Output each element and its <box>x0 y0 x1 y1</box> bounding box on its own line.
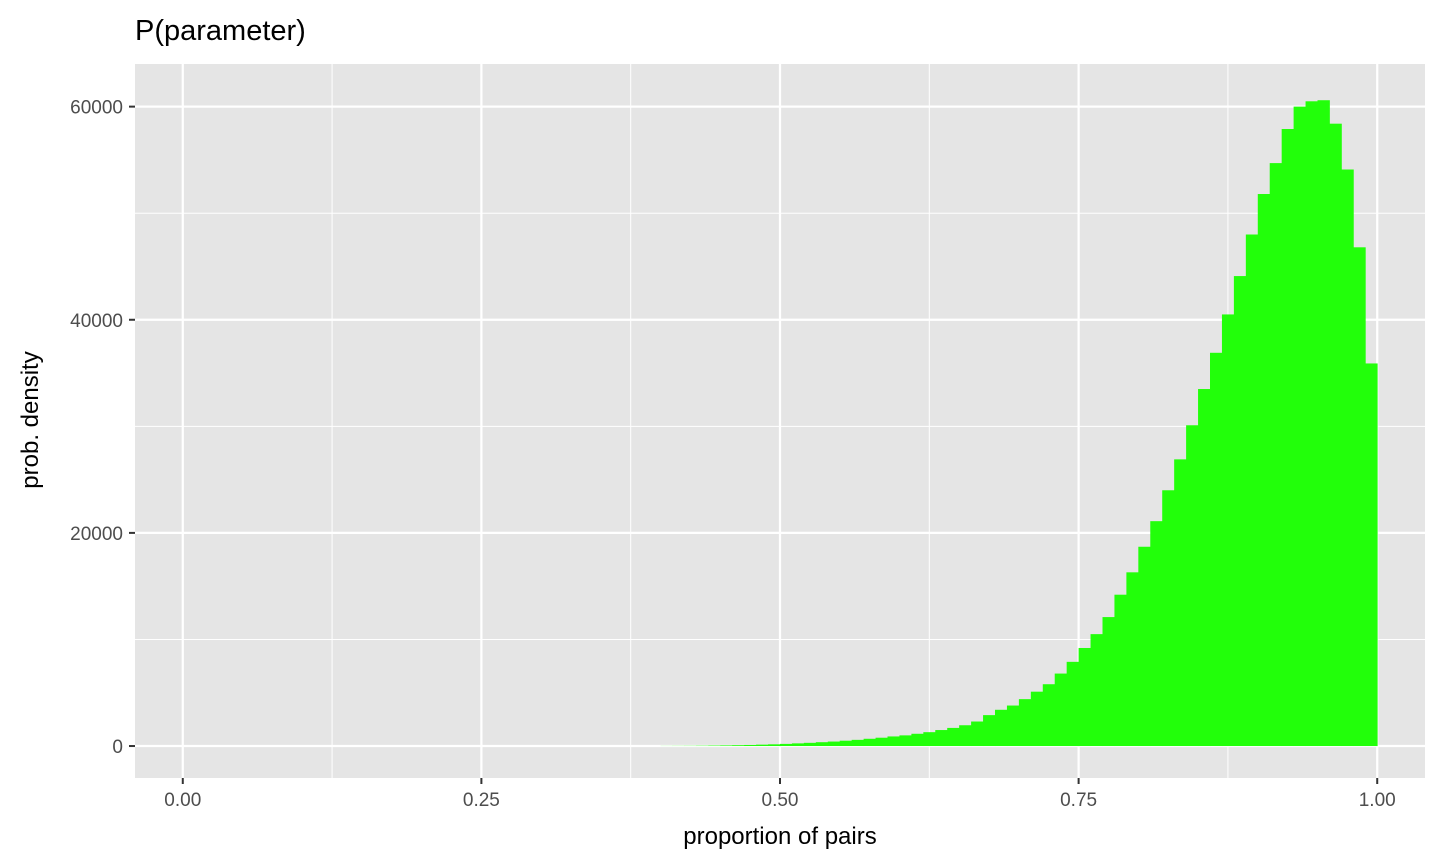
histogram-bars <box>660 100 1378 747</box>
histogram-bar <box>815 742 829 747</box>
histogram-bar <box>1090 634 1103 747</box>
histogram-bar <box>839 740 853 747</box>
x-tick-label: 0.50 <box>762 790 799 811</box>
histogram-bar <box>1317 100 1330 747</box>
histogram-bar <box>780 743 793 747</box>
histogram-bar <box>732 745 745 747</box>
histogram-bar <box>887 736 900 747</box>
y-axis: 0 20000 40000 60000 <box>70 98 135 758</box>
histogram-bar <box>1114 594 1127 747</box>
histogram-bar <box>1018 699 1032 747</box>
histogram-bar <box>791 743 805 747</box>
histogram-bar <box>1353 247 1366 747</box>
histogram-bar <box>851 739 865 747</box>
histogram-bar <box>911 733 924 747</box>
histogram-bar <box>959 725 972 747</box>
histogram-bar <box>983 715 996 747</box>
histogram-bar <box>1233 276 1247 747</box>
histogram-bar <box>1210 352 1223 747</box>
histogram-bar <box>1126 572 1139 747</box>
x-tick-label: 0.25 <box>463 790 500 811</box>
histogram-bar <box>1198 389 1211 747</box>
histogram-bar <box>1150 521 1163 747</box>
histogram-bar <box>995 709 1008 747</box>
histogram-bar <box>1138 546 1151 747</box>
histogram-bar <box>899 735 912 747</box>
y-tick-label: 0 <box>112 737 123 758</box>
histogram-bar <box>1030 691 1044 747</box>
histogram-bar <box>1329 123 1342 747</box>
x-axis: 0.00 0.25 0.50 0.75 1.00 <box>164 778 1396 811</box>
histogram-bar <box>923 732 936 747</box>
histogram-bar <box>1221 314 1235 747</box>
histogram-bar <box>1341 169 1354 747</box>
histogram-bar <box>971 721 984 747</box>
histogram-bar <box>720 745 733 747</box>
histogram-bar <box>1269 163 1283 747</box>
histogram-bar <box>1245 234 1259 747</box>
histogram-bar <box>1006 705 1020 747</box>
histogram-bar <box>1281 129 1295 747</box>
histogram-bar <box>863 738 876 747</box>
histogram-bar <box>803 742 817 747</box>
histogram-bar <box>1365 363 1378 747</box>
y-tick-label: 20000 <box>70 524 123 545</box>
histogram-bar <box>1257 194 1271 747</box>
histogram-bar <box>1174 459 1187 747</box>
histogram-bar <box>935 730 948 747</box>
y-tick-label: 40000 <box>70 311 123 332</box>
histogram-bar <box>756 744 769 747</box>
x-axis-label: proportion of pairs <box>683 823 876 850</box>
histogram-bar <box>1305 101 1318 747</box>
histogram-bar <box>1102 617 1115 747</box>
histogram-bar <box>1066 661 1080 747</box>
histogram-bar <box>1293 106 1306 747</box>
x-tick-label: 0.00 <box>164 790 201 811</box>
histogram-bar <box>875 737 888 747</box>
histogram-bar <box>947 727 960 747</box>
histogram-bar <box>1054 673 1068 747</box>
x-tick-label: 1.00 <box>1359 790 1396 811</box>
y-tick-label: 60000 <box>70 98 123 119</box>
histogram-bar <box>1186 425 1199 747</box>
chart-title: P(parameter) <box>135 15 306 47</box>
histogram-bar <box>1042 684 1056 747</box>
x-tick-label: 0.75 <box>1060 790 1097 811</box>
histogram-bar <box>1162 490 1175 747</box>
histogram-bar <box>1078 647 1091 747</box>
histogram-bar <box>744 744 757 747</box>
histogram-bar <box>768 744 781 747</box>
y-axis-label: prob. density <box>17 351 44 488</box>
histogram-bar <box>827 741 841 747</box>
